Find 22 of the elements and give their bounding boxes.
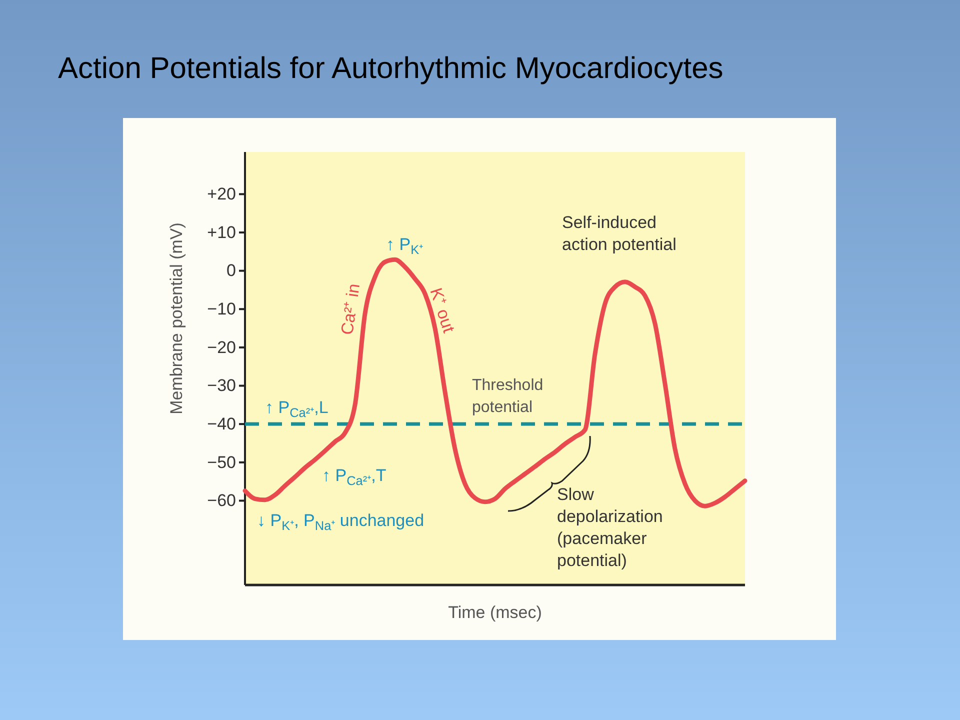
y-tick-label: −40 [207,414,236,434]
annotation: Self-induced action potential [562,213,676,254]
annotation: Ca²⁺ in [338,282,364,336]
chart-title: Action Potentials for Autorhythmic Myocardiocytes [58,52,724,85]
annotation: Slow depolarization (pacemaker potential) [557,485,663,570]
annotation: ↑ P$_{Ca²⁺}$,L [265,398,328,420]
ref-line-label: Threshold potential [472,377,544,416]
annotation: ↑ P$_{K⁺}$ [386,235,424,257]
y-tick-label: +20 [207,184,236,204]
annotation: ↑ P$_{Ca²⁺}$,T [322,466,386,488]
y-axis-title: Membrane potential (mV) [167,222,186,414]
annotation: ↓ P$_{K⁺}$, P$_{Na⁺}$ unchanged [257,511,424,533]
y-tick-label: −10 [207,300,236,319]
y-tick-label: +10 [207,222,236,242]
x-axis-title: Time (msec) [448,603,542,622]
y-tick-label: −60 [207,491,236,510]
y-tick-label: −50 [207,452,236,472]
annotation: K⁺ out [426,286,458,336]
y-tick-label: −20 [207,338,236,357]
line-series [242,257,748,508]
y-tick-label: −30 [207,376,236,396]
y-tick-label: 0 [226,261,236,280]
